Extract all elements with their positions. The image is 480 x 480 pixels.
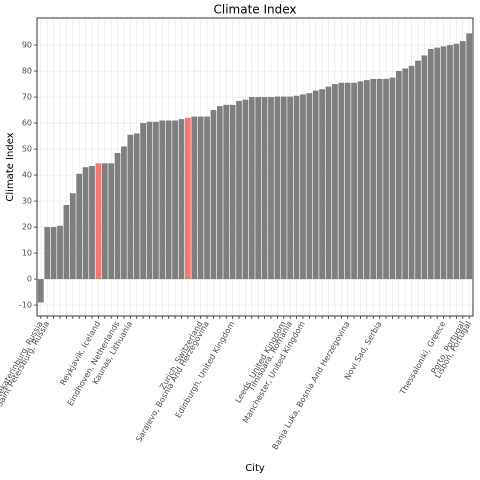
bar	[89, 165, 95, 280]
bar	[293, 95, 300, 280]
bar	[459, 41, 466, 280]
bar	[357, 81, 364, 280]
bar	[159, 120, 166, 280]
bar	[82, 167, 89, 280]
bar	[133, 133, 140, 280]
bar	[216, 106, 223, 280]
bar	[210, 110, 217, 280]
bar	[121, 146, 127, 280]
y-tick-label: 10	[22, 249, 32, 258]
bar	[300, 94, 306, 280]
bar	[325, 86, 332, 280]
bar	[440, 46, 447, 280]
y-tick-label: 60	[22, 119, 32, 128]
bar	[248, 97, 255, 280]
bar	[421, 55, 428, 280]
bar	[274, 96, 281, 280]
bar	[172, 120, 178, 280]
bar	[140, 123, 146, 280]
panel-border	[36, 17, 474, 317]
bar	[44, 227, 51, 280]
bar	[114, 152, 121, 280]
bar	[127, 134, 134, 280]
bar	[351, 82, 357, 280]
bar	[95, 163, 102, 280]
bar	[415, 60, 421, 280]
y-tick-label: 90	[22, 41, 32, 50]
bar	[376, 78, 383, 280]
bar	[242, 99, 249, 280]
bar	[37, 279, 44, 303]
bar	[69, 193, 76, 280]
y-tick-label: -10	[19, 301, 32, 310]
bar	[204, 116, 210, 280]
bar	[383, 78, 389, 280]
y-tick-label: 70	[22, 93, 32, 102]
bar	[223, 104, 230, 280]
y-tick-label: 0	[27, 275, 32, 284]
y-tick-label: 50	[22, 145, 32, 154]
bar	[268, 97, 274, 280]
bar	[344, 82, 351, 280]
bar	[408, 65, 415, 280]
bar	[153, 121, 159, 280]
bar	[229, 104, 236, 280]
bar	[338, 82, 345, 280]
bar	[50, 227, 57, 280]
bar	[178, 119, 185, 280]
y-tick-label: 80	[22, 67, 32, 76]
chart-title: Climate Index	[213, 3, 296, 17]
bar	[447, 45, 453, 280]
bar	[395, 71, 402, 280]
bar	[453, 43, 460, 280]
bar	[466, 33, 473, 280]
bar	[280, 96, 287, 280]
bar	[312, 90, 319, 280]
bar	[427, 48, 434, 280]
bar	[434, 47, 441, 280]
bar	[370, 78, 377, 280]
bar	[146, 121, 153, 280]
bar	[306, 93, 313, 280]
y-axis-label: Climate Index	[5, 132, 16, 201]
bar	[287, 96, 294, 280]
bar	[63, 204, 70, 280]
bar	[165, 120, 172, 280]
bar	[191, 116, 198, 280]
bar	[76, 173, 83, 280]
bar	[236, 100, 242, 280]
bar	[364, 80, 370, 280]
bar	[108, 163, 115, 280]
bar	[255, 97, 262, 280]
bar	[197, 116, 204, 280]
bar	[184, 117, 191, 280]
bar	[261, 97, 268, 280]
y-tick-label: 40	[22, 171, 32, 180]
y-tick-label: 30	[22, 197, 32, 206]
y-tick-label: 20	[22, 223, 32, 232]
bar	[389, 77, 396, 280]
bar	[319, 89, 326, 280]
x-axis-label: City	[245, 463, 265, 474]
bar	[402, 68, 409, 280]
bar	[57, 225, 63, 280]
bar	[332, 84, 338, 280]
bar	[101, 163, 108, 280]
